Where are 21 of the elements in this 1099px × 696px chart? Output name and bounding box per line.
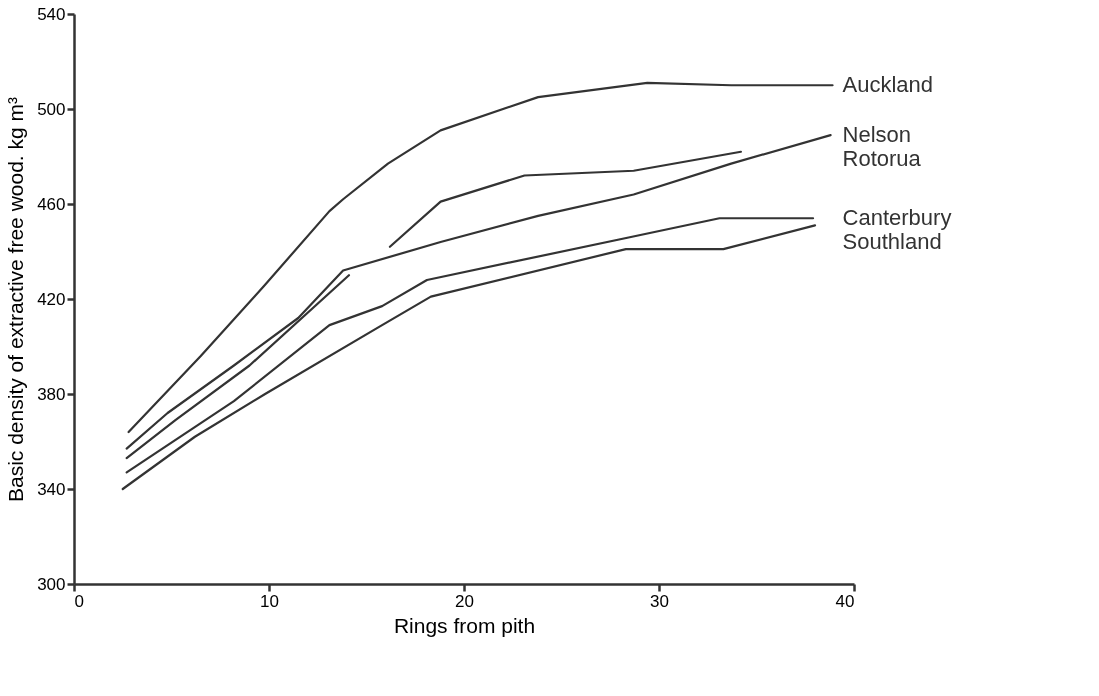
y-tick-label: 500 <box>37 99 66 119</box>
x-tick-label: 0 <box>74 591 84 611</box>
x-tick-label: 40 <box>835 591 855 611</box>
x-tick-label: 30 <box>650 591 669 611</box>
series-label: Auckland <box>842 72 934 98</box>
x-tick-label: 20 <box>455 591 474 611</box>
y-tick-label: 540 <box>37 4 66 24</box>
y-tick-label: 340 <box>37 479 66 499</box>
series-label: Southland <box>842 229 942 255</box>
series-label: Canterbury <box>842 205 952 231</box>
x-axis-title: Rings from pith <box>393 613 536 637</box>
x-tick-label: 10 <box>260 591 279 611</box>
text: Rotorua <box>842 146 922 172</box>
line-series <box>127 81 834 434</box>
y-tick-label: 460 <box>37 194 66 214</box>
y-tick-label: 380 <box>37 384 66 404</box>
y-tick-label: 420 <box>37 289 66 309</box>
line-series <box>388 150 742 248</box>
y-axis-title: Basic density of extractive free wood. kg m³ <box>4 96 28 502</box>
y-tick-label: 300 <box>37 574 66 594</box>
series-label: Nelson <box>842 122 912 148</box>
